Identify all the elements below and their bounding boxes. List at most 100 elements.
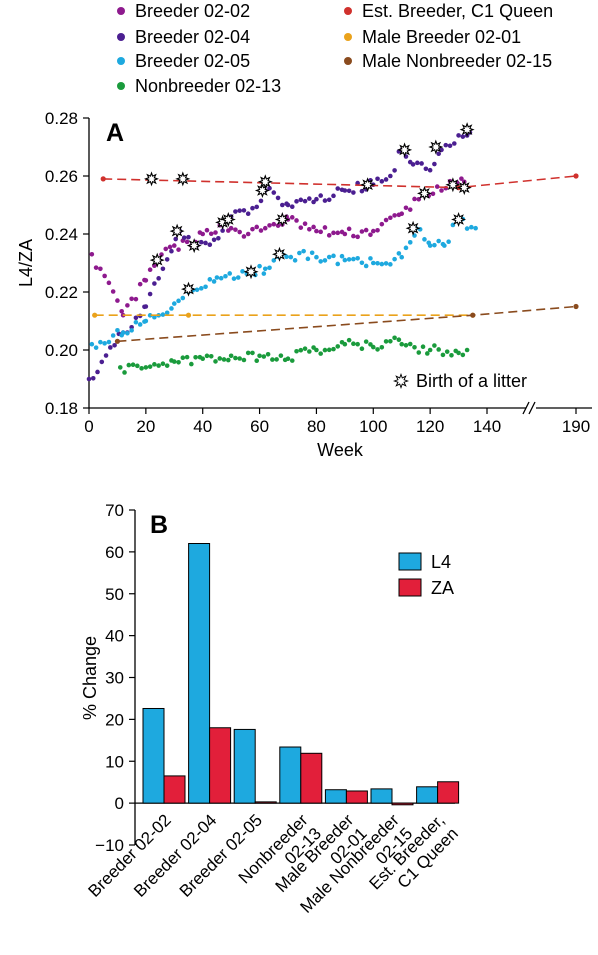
data-point: [267, 185, 272, 191]
bar: [370, 788, 393, 804]
litter-birth-marker-core: [431, 142, 440, 152]
data-point: [257, 353, 262, 359]
legend-top: Breeder 02-02 Breeder 02-04 Breeder 02-05 N…: [117, 1, 553, 96]
bar: [163, 775, 186, 804]
litter-birth-marker-core: [246, 267, 256, 276]
y-tick-label: 40: [105, 627, 124, 646]
bar: [209, 727, 232, 804]
data-point: [346, 226, 352, 232]
data-point: [318, 259, 323, 264]
bar: [142, 707, 165, 804]
data-point: [186, 234, 191, 240]
data-point: [379, 345, 385, 350]
data-point: [419, 161, 424, 166]
data-point: [181, 235, 187, 240]
bar: [416, 786, 439, 804]
x-axis-title: Week: [317, 440, 364, 460]
data-point: [241, 208, 247, 213]
data-point: [425, 351, 430, 356]
data-point: [250, 205, 255, 211]
y-axis-title: L4/ZA: [16, 239, 36, 287]
data-point: [302, 198, 308, 204]
litter-birth-marker-core: [258, 186, 267, 195]
data-point: [298, 347, 304, 353]
legend-label: Breeder 02-05: [135, 51, 250, 71]
data-point: [125, 330, 130, 336]
data-point: [292, 258, 298, 263]
data-point: [257, 263, 262, 269]
data-point: [311, 199, 316, 205]
data-point: [392, 213, 397, 218]
data-point: [254, 224, 260, 230]
data-point: [250, 350, 255, 356]
data-point: [99, 359, 105, 365]
x-tick-label: 120: [416, 417, 444, 436]
data-point: [412, 196, 417, 202]
data-point: [342, 257, 348, 263]
data-point: [241, 357, 247, 363]
data-point: [160, 312, 166, 317]
data-point: [226, 357, 231, 363]
data-point: [383, 177, 389, 182]
data-point: [363, 227, 369, 233]
data-point: [326, 233, 332, 238]
data-point: [237, 208, 242, 213]
data-point: [399, 341, 405, 347]
bar: [324, 789, 347, 804]
data-point: [254, 204, 260, 210]
data-point: [363, 263, 369, 269]
data-point: [403, 205, 409, 211]
data-point: [231, 276, 237, 281]
data-point: [294, 199, 299, 204]
data-point: [446, 239, 451, 245]
data-point: [399, 254, 405, 260]
data-point: [426, 240, 432, 246]
litter-birth-marker-core: [172, 226, 182, 236]
data-point: [267, 223, 272, 228]
data-point: [203, 284, 208, 290]
data-point: [392, 335, 397, 341]
data-point: [430, 191, 436, 197]
data-point: [407, 240, 413, 245]
data-point: [444, 349, 450, 354]
data-point: [169, 306, 174, 311]
x-tick-label: 20: [136, 417, 155, 436]
data-point: [235, 275, 241, 280]
panel-a: 0.18 0.20 0.22 0.24 0.26 0.28 0 20 40 60 80 100 120 1…: [16, 109, 592, 460]
data-point: [119, 308, 124, 314]
data-point: [237, 356, 242, 361]
data-point: [89, 252, 95, 257]
data-point: [439, 188, 444, 193]
y-tick-label: 20: [105, 710, 124, 729]
data-point: [326, 197, 332, 203]
data-point: [322, 258, 328, 263]
data-point: [339, 253, 345, 259]
data-point: [216, 235, 221, 241]
data-point: [245, 211, 251, 216]
data-point: [93, 265, 99, 270]
data-point: [415, 160, 420, 166]
data-point: [147, 267, 153, 273]
legend-label: Male Nonbreeder 02-15: [362, 51, 552, 71]
data-point: [167, 244, 173, 250]
data-point: [422, 237, 427, 242]
data-point: [289, 204, 295, 209]
data-point: [176, 247, 181, 252]
data-point: [176, 298, 181, 304]
panel-label: A: [106, 119, 124, 147]
data-point: [204, 353, 210, 359]
data-point: [297, 250, 302, 256]
x-tick-label: 80: [307, 417, 326, 436]
data-point: [322, 347, 328, 353]
data-point: [355, 180, 360, 186]
data-point: [392, 256, 397, 262]
data-point: [314, 254, 319, 260]
data-point: [208, 231, 214, 237]
data-point: [171, 243, 177, 248]
y-tick-label: 50: [105, 585, 124, 604]
x-tick-label: 190: [562, 417, 590, 436]
data-point: [307, 349, 312, 354]
data-point: [221, 357, 227, 362]
data-point: [383, 261, 389, 266]
